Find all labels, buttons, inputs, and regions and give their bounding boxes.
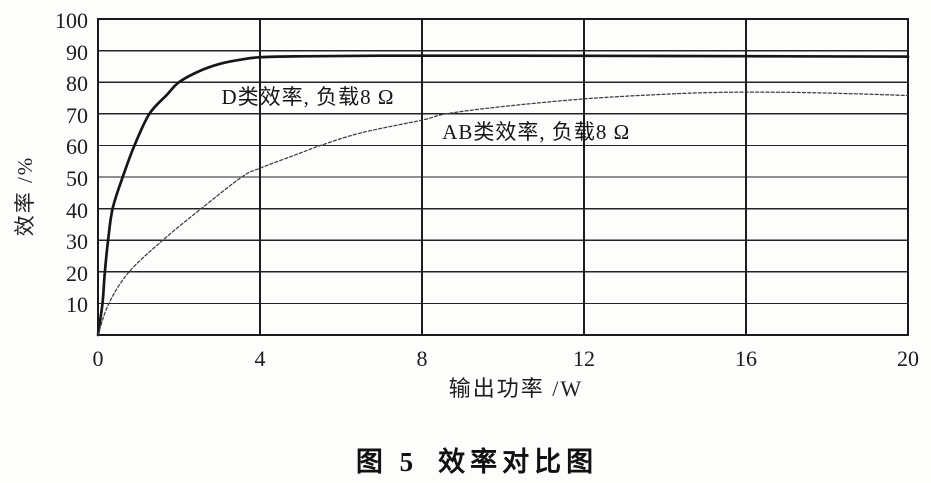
figure-caption: 图 5 效率对比图: [356, 440, 598, 479]
y-tick-label: 20: [66, 260, 88, 286]
y-tick-label: 50: [66, 166, 88, 191]
plot-border: [96, 17, 910, 337]
y-tick-label: 60: [66, 134, 88, 160]
x-axis-title: 输出功率 /W: [448, 376, 584, 401]
series-curve-class-d: [96, 54, 910, 337]
curve-label-class-d: D类效率, 负载8 Ω: [221, 85, 395, 110]
y-tick-label: 70: [66, 102, 88, 128]
y-tick-label: 30: [66, 229, 88, 255]
x-tick-label: 20: [897, 346, 919, 371]
figure-number: 图 5: [355, 447, 419, 477]
x-tick-label: 8: [416, 346, 428, 371]
figure-title: 效率对比图: [438, 447, 599, 477]
series-curve-class-ab: [97, 91, 909, 336]
curve-label-class-ab: AB类效率, 负载8 Ω: [442, 120, 631, 145]
x-tick-label: 16: [735, 346, 757, 371]
y-axis-title: 效率 /%: [13, 155, 37, 237]
y-tick-label: 100: [55, 8, 88, 33]
x-tick-label: 4: [254, 346, 266, 371]
y-tick-label: 90: [66, 39, 88, 65]
y-tick-label: 80: [66, 71, 88, 97]
y-tick-label: 40: [66, 197, 88, 223]
y-tick-label: 10: [66, 292, 88, 318]
efficiency-chart-plot-area: [96, 17, 910, 337]
x-tick-label: 0: [92, 346, 104, 371]
x-tick-label: 12: [573, 346, 595, 371]
